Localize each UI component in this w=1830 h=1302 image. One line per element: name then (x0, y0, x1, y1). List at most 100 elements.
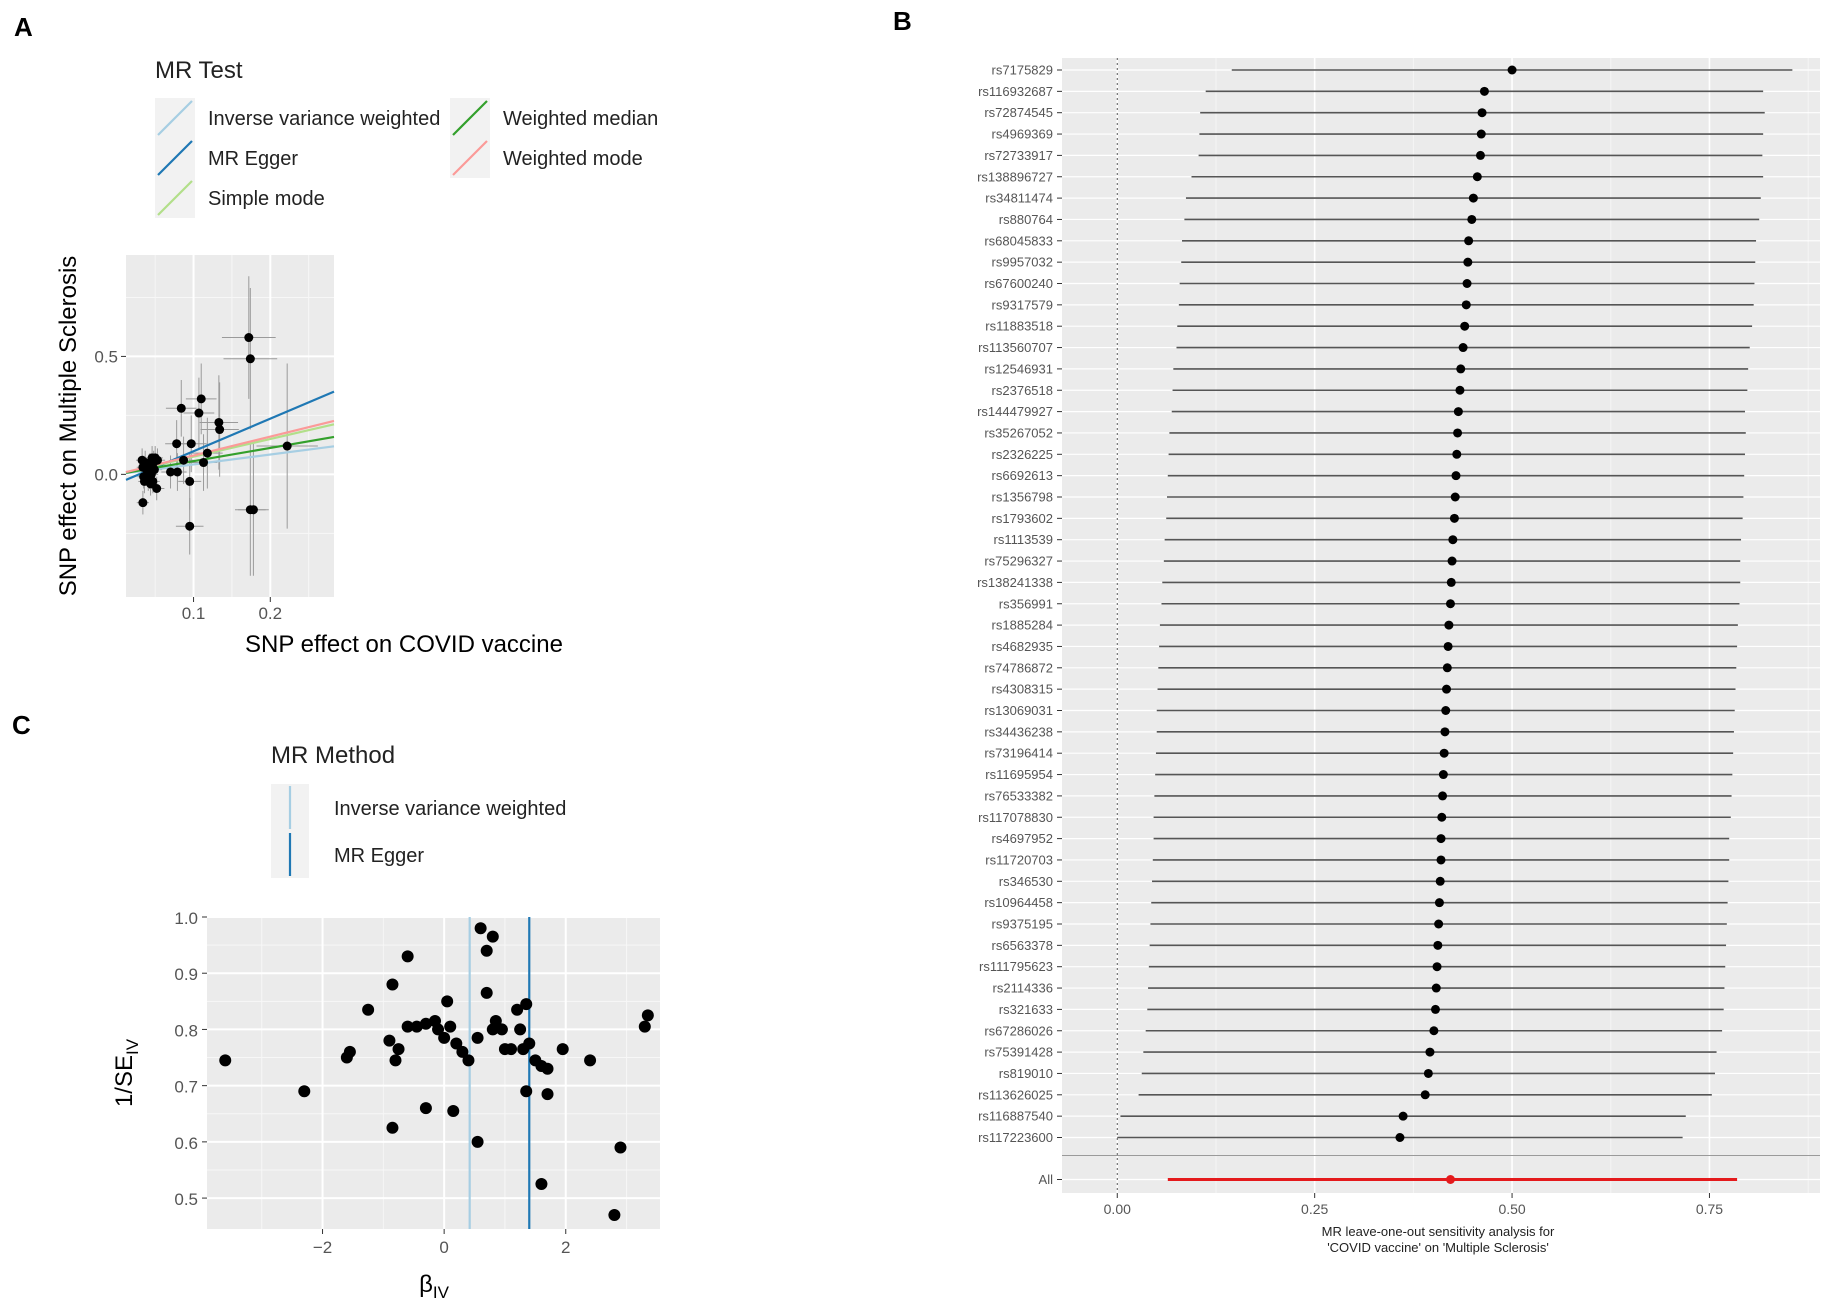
estimate-point (1455, 385, 1465, 395)
snp-label: rs35267052 (984, 425, 1053, 440)
estimate-point (1441, 706, 1451, 715)
estimate-point (1447, 556, 1457, 566)
data-point (505, 1043, 518, 1056)
data-point (401, 1020, 414, 1033)
plot-b-rows: rs7175829 rs116932687 rs72874545 rs4969369 r… (977, 63, 1793, 1187)
estimate-point (1395, 1133, 1405, 1142)
snp-label: rs4682935 (992, 639, 1053, 654)
estimate-point (1423, 1068, 1433, 1078)
snp-label: rs13069031 (984, 703, 1053, 718)
snp-label: rs4308315 (992, 682, 1053, 697)
data-point (480, 986, 493, 999)
data-point (486, 930, 499, 943)
snp-label: rs72874545 (984, 105, 1053, 120)
estimate-point (1436, 855, 1446, 865)
snp-label: rs4969369 (992, 127, 1053, 142)
panel-b: rs7175829 rs116932687 rs72874545 rs4969369 r… (977, 58, 1820, 1255)
estimate-point (1464, 236, 1474, 246)
panel-c: MR Method Inverse variance weighted MR Eg… (111, 742, 660, 1302)
snp-label: rs67286026 (984, 1023, 1053, 1038)
y-tick-label: 0.7 (174, 1078, 198, 1097)
snp-label: rs2114336 (993, 981, 1053, 996)
data-point (511, 1003, 524, 1016)
snp-label: rs117078830 (978, 810, 1053, 825)
data-point (202, 448, 212, 458)
data-point (608, 1208, 621, 1221)
data-point (471, 1135, 484, 1148)
y-tick-label: 0.5 (174, 1190, 198, 1209)
data-point (244, 333, 254, 343)
snp-label: rs117223600 (978, 1130, 1053, 1145)
plot-a-ticks: 0.1 0.2 0.0 0.5 (94, 347, 282, 623)
snp-label: rs113626025 (978, 1087, 1053, 1102)
x-tick-label: 0.00 (1104, 1201, 1131, 1217)
y-tick-label: 1.0 (174, 909, 198, 928)
snp-label: rs880764 (999, 212, 1053, 227)
x-tick-label: −2 (313, 1238, 332, 1257)
data-point (185, 476, 195, 486)
legend-a-line (157, 100, 193, 136)
snp-label: rs11883518 (985, 319, 1053, 334)
estimate-point (1444, 620, 1454, 630)
plot-c-y-axis-symbol: 1/SE (111, 1055, 138, 1107)
data-point (489, 1015, 502, 1027)
plot-c-background (207, 917, 660, 1229)
data-point (248, 505, 258, 515)
plot-c-points (219, 922, 654, 1221)
y-tick-label: 0.6 (174, 1134, 198, 1153)
y-tick-label: 0.0 (94, 465, 118, 484)
legend-a-label: Weighted median (503, 108, 658, 130)
estimate-point (1446, 577, 1456, 587)
snp-label: rs9317579 (992, 297, 1053, 312)
plot-c-y-axis-subscript: IV (123, 1038, 142, 1055)
snp-label: rs1793602 (992, 511, 1053, 526)
data-point (362, 1003, 375, 1016)
legend-a-label: Simple mode (208, 188, 325, 210)
data-point (638, 1020, 651, 1033)
x-tick-label: 2 (561, 1238, 570, 1257)
data-point (383, 1034, 396, 1047)
estimate-point (1475, 150, 1485, 160)
plot-c-x-axis-title: βIV (419, 1271, 450, 1302)
plot-c-method-lines (468, 917, 531, 1229)
snp-label: rs9375195 (992, 917, 1053, 932)
estimate-point (1442, 684, 1452, 694)
data-point (401, 950, 414, 963)
plot-b-ticks: 0.00 0.25 0.50 0.75 (1104, 1193, 1723, 1217)
data-point (298, 1085, 311, 1098)
data-point (172, 439, 182, 449)
estimate-point (1420, 1090, 1430, 1100)
data-point (480, 944, 493, 957)
snp-label: rs6563378 (992, 938, 1053, 953)
snp-label: rs1356798 (992, 490, 1053, 505)
data-point (541, 1062, 554, 1075)
x-tick-label: 0 (439, 1238, 448, 1257)
estimate-point (1437, 812, 1447, 822)
estimate-point (1434, 898, 1444, 908)
snp-label: rs113560707 (978, 340, 1053, 355)
estimate-point (1442, 663, 1452, 673)
snp-label: rs75296327 (984, 554, 1053, 569)
data-point (614, 1141, 627, 1154)
y-tick-label: 0.9 (174, 965, 198, 984)
panel-label-c: C (12, 710, 31, 740)
estimate-point (1433, 940, 1443, 950)
data-point (199, 458, 209, 468)
data-point (541, 1088, 554, 1101)
estimate-point (1458, 343, 1468, 353)
data-point (166, 467, 176, 477)
estimate-point (1398, 1111, 1408, 1121)
snp-label: rs321633 (999, 1002, 1053, 1017)
data-point (438, 1031, 451, 1044)
estimate-point (1462, 279, 1472, 288)
snp-label: rs1885284 (992, 618, 1053, 633)
legend-a: Inverse variance weighted MR Egger Simple … (155, 98, 658, 218)
snp-label: rs72733917 (984, 148, 1053, 163)
summary-label: All (1039, 1172, 1054, 1187)
data-point (462, 1054, 475, 1067)
data-point (196, 394, 206, 404)
x-tick-label: 0.50 (1498, 1201, 1525, 1217)
estimate-point (1429, 1026, 1439, 1036)
legend-c-label: Inverse variance weighted (334, 798, 566, 820)
